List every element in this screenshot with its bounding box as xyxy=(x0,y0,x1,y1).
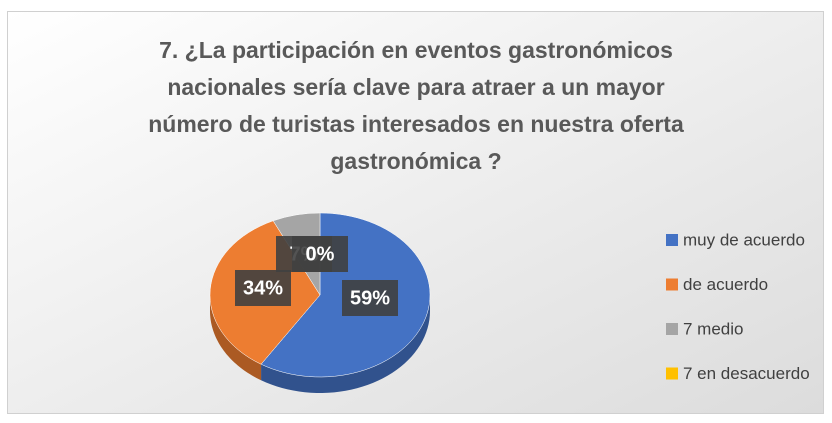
legend-swatch xyxy=(666,323,678,335)
legend-swatch xyxy=(666,278,678,291)
legend-label: 7 medio xyxy=(683,319,743,338)
data-label: 59% xyxy=(350,287,390,309)
legend-swatch xyxy=(666,367,678,380)
data-label: 0% xyxy=(306,243,335,265)
legend-label: 7 en desacuerdo xyxy=(683,364,810,383)
pie-side xyxy=(210,295,262,381)
data-label-box xyxy=(235,270,291,306)
legend-swatch xyxy=(666,234,678,246)
data-label-box xyxy=(292,236,348,272)
data-label: 34% xyxy=(243,277,283,299)
data-label-box xyxy=(342,280,398,316)
pie-side xyxy=(261,295,430,393)
legend-label: de acuerdo xyxy=(683,275,768,294)
chart-title: 7. ¿La participación en eventos gastronó… xyxy=(148,37,684,174)
legend-label: muy de acuerdo xyxy=(683,230,805,249)
